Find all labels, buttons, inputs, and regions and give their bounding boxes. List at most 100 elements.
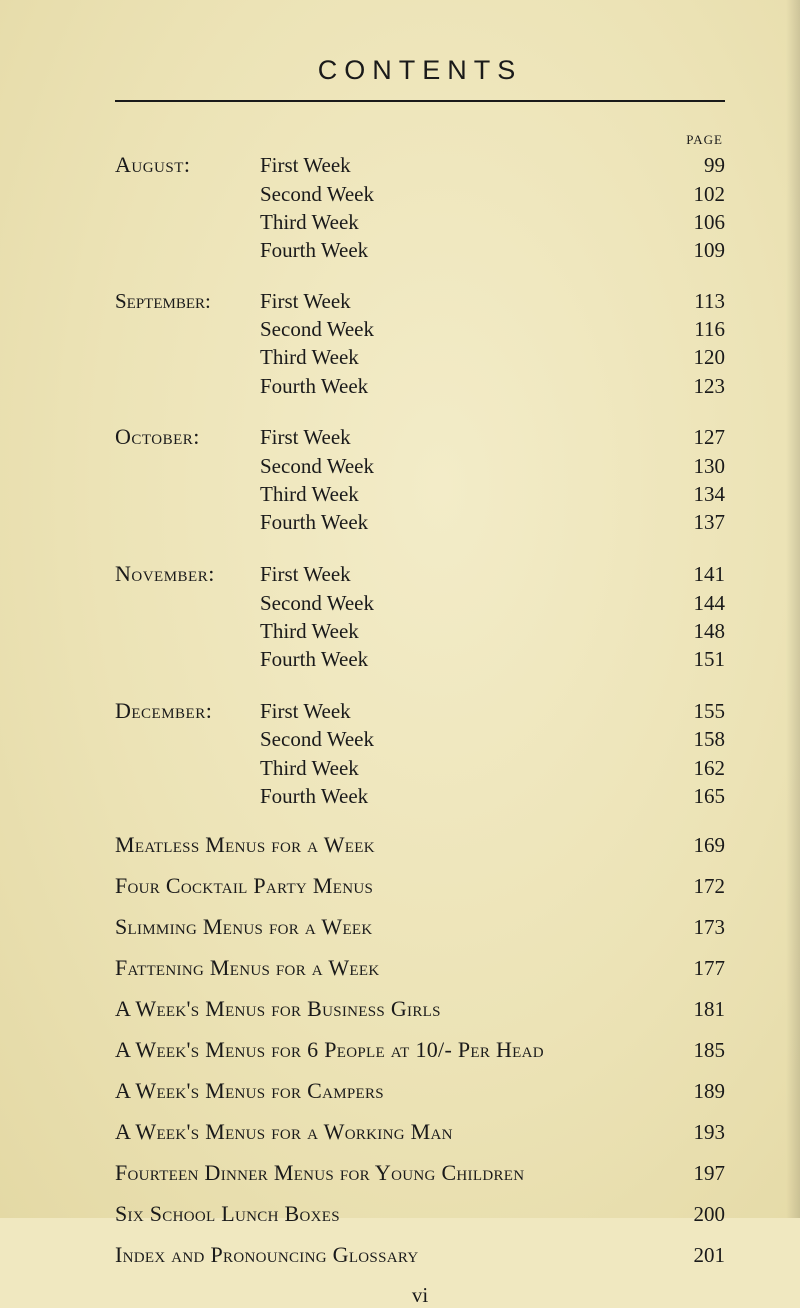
page-number: 116 <box>665 315 725 343</box>
page-number: 106 <box>665 208 725 236</box>
title-rule <box>115 100 725 102</box>
month-label: October: <box>115 422 260 452</box>
week-label: Fourth Week <box>260 508 665 536</box>
week-label: Third Week <box>260 754 665 782</box>
toc-row: Second Week 116 <box>115 315 725 343</box>
week-label: Fourth Week <box>260 236 665 264</box>
toc-row: Third Week 106 <box>115 208 725 236</box>
page-number: 102 <box>665 180 725 208</box>
page-number: 169 <box>665 833 725 858</box>
page-number: 155 <box>665 697 725 725</box>
section-list: Meatless Menus for a Week 169 Four Cockt… <box>115 832 725 1268</box>
page-number: 148 <box>665 617 725 645</box>
page-number: 99 <box>665 151 725 179</box>
week-label: First Week <box>260 697 665 725</box>
toc-row: Third Week 134 <box>115 480 725 508</box>
section-title: A Week's Menus for Campers <box>115 1078 665 1104</box>
page-number: 197 <box>665 1161 725 1186</box>
folio-number: vi <box>115 1283 725 1308</box>
toc-row: Fourth Week 137 <box>115 508 725 536</box>
page-edge-shadow <box>786 0 800 1218</box>
section-title: Six School Lunch Boxes <box>115 1201 665 1227</box>
week-label: Third Week <box>260 343 665 371</box>
toc-row: October: First Week 127 <box>115 422 725 452</box>
column-header-page: PAGE <box>115 132 725 148</box>
week-label: First Week <box>260 423 665 451</box>
month-label: December: <box>115 696 260 726</box>
section-title: A Week's Menus for Business Girls <box>115 996 665 1022</box>
page-number: 162 <box>665 754 725 782</box>
page-number: 193 <box>665 1120 725 1145</box>
month-groups: August: First Week 99 Second Week 102 Th… <box>115 150 725 832</box>
week-label: First Week <box>260 151 665 179</box>
week-label: Second Week <box>260 452 665 480</box>
toc-section-row: Slimming Menus for a Week 173 <box>115 914 725 940</box>
month-group: November: First Week 141 Second Week 144… <box>115 559 725 674</box>
toc-section-row: Fattening Menus for a Week 177 <box>115 955 725 981</box>
week-label: Third Week <box>260 480 665 508</box>
month-label: November: <box>115 559 260 589</box>
toc-row: Third Week 120 <box>115 343 725 371</box>
page-number: 137 <box>665 508 725 536</box>
week-label: First Week <box>260 287 665 315</box>
section-title: Four Cocktail Party Menus <box>115 873 665 899</box>
toc-section-row: A Week's Menus for a Working Man 193 <box>115 1119 725 1145</box>
month-label: September: <box>115 287 260 315</box>
toc-section-row: Meatless Menus for a Week 169 <box>115 832 725 858</box>
page-number: 165 <box>665 782 725 810</box>
section-title: Meatless Menus for a Week <box>115 832 665 858</box>
page-number: 141 <box>665 560 725 588</box>
week-label: Second Week <box>260 180 665 208</box>
week-label: Third Week <box>260 617 665 645</box>
toc-section-row: A Week's Menus for Campers 189 <box>115 1078 725 1104</box>
page-number: 172 <box>665 874 725 899</box>
toc-section-row: A Week's Menus for Business Girls 181 <box>115 996 725 1022</box>
page-title: CONTENTS <box>115 55 725 86</box>
toc-row: Fourth Week 165 <box>115 782 725 810</box>
week-label: Second Week <box>260 725 665 753</box>
page-number: 151 <box>665 645 725 673</box>
toc-row: Second Week 130 <box>115 452 725 480</box>
toc-section-row: Fourteen Dinner Menus for Young Children… <box>115 1160 725 1186</box>
toc-row: Second Week 158 <box>115 725 725 753</box>
week-label: Second Week <box>260 315 665 343</box>
toc-section-row: Index and Pronouncing Glossary 201 <box>115 1242 725 1268</box>
section-title: A Week's Menus for a Working Man <box>115 1119 665 1145</box>
week-label: Fourth Week <box>260 645 665 673</box>
toc-row: Third Week 162 <box>115 754 725 782</box>
toc-section-row: A Week's Menus for 6 People at 10/- Per … <box>115 1037 725 1063</box>
page-number: 127 <box>665 423 725 451</box>
section-title: Slimming Menus for a Week <box>115 914 665 940</box>
page-number: 181 <box>665 997 725 1022</box>
section-title: Fourteen Dinner Menus for Young Children <box>115 1160 665 1186</box>
week-label: Fourth Week <box>260 782 665 810</box>
page-number: 123 <box>665 372 725 400</box>
page: CONTENTS PAGE August: First Week 99 Seco… <box>0 0 800 1218</box>
toc-row: Second Week 144 <box>115 589 725 617</box>
toc-row: September: First Week 113 <box>115 287 725 315</box>
toc-row: August: First Week 99 <box>115 150 725 180</box>
page-number: 120 <box>665 343 725 371</box>
page-number: 185 <box>665 1038 725 1063</box>
toc-row: November: First Week 141 <box>115 559 725 589</box>
page-number: 158 <box>665 725 725 753</box>
toc-row: Second Week 102 <box>115 180 725 208</box>
toc-row: Fourth Week 109 <box>115 236 725 264</box>
page-number: 200 <box>665 1202 725 1227</box>
page-number: 130 <box>665 452 725 480</box>
toc-row: Fourth Week 151 <box>115 645 725 673</box>
page-number: 144 <box>665 589 725 617</box>
toc-row: Third Week 148 <box>115 617 725 645</box>
page-number: 109 <box>665 236 725 264</box>
week-label: Second Week <box>260 589 665 617</box>
month-group: September: First Week 113 Second Week 11… <box>115 287 725 400</box>
page-number: 177 <box>665 956 725 981</box>
month-label: August: <box>115 150 260 180</box>
month-group: December: First Week 155 Second Week 158… <box>115 696 725 811</box>
toc-row: Fourth Week 123 <box>115 372 725 400</box>
month-group: October: First Week 127 Second Week 130 … <box>115 422 725 537</box>
week-label: Third Week <box>260 208 665 236</box>
page-number: 189 <box>665 1079 725 1104</box>
section-title: A Week's Menus for 6 People at 10/- Per … <box>115 1037 665 1063</box>
page-number: 134 <box>665 480 725 508</box>
